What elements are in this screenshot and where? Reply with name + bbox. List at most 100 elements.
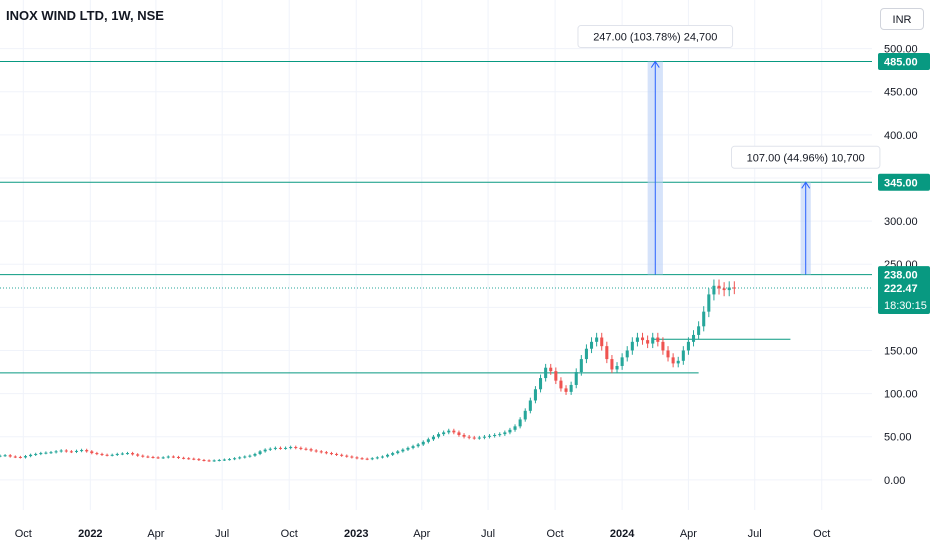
candle-body: [238, 457, 242, 459]
candle-body: [431, 436, 435, 440]
candle-body: [539, 378, 543, 390]
candle-body: [508, 429, 512, 433]
x-tick-label: Apr: [680, 528, 697, 540]
candle-body: [85, 450, 89, 452]
candle-body: [284, 447, 288, 449]
candle-body: [166, 456, 170, 458]
candle-body: [136, 454, 140, 456]
candle-body: [187, 458, 191, 460]
candle-body: [651, 337, 655, 344]
candle-body: [559, 380, 563, 389]
candle-body: [503, 432, 507, 435]
candle-body: [666, 350, 670, 358]
price-tag-label: 345.00: [884, 177, 918, 189]
y-tick-label: 150.00: [884, 345, 918, 357]
x-tick-label: Oct: [813, 528, 830, 540]
candle-body: [217, 459, 221, 461]
candle-body: [727, 287, 731, 291]
price-tag: [878, 279, 930, 314]
candle-body: [513, 426, 517, 430]
candle-body: [212, 460, 216, 462]
measure-label: 107.00 (44.96%) 10,700: [747, 152, 865, 164]
candle-body: [442, 432, 446, 435]
candle-body: [39, 453, 43, 455]
measure-arrow-head: [801, 181, 811, 189]
candle-body: [13, 456, 17, 458]
candle-body: [421, 441, 425, 445]
candle-body: [717, 285, 721, 289]
horizontal-levels: [0, 61, 872, 374]
candle-body: [518, 419, 522, 427]
candle-body: [227, 459, 232, 461]
candle-body: [182, 457, 186, 459]
currency-button[interactable]: INR: [880, 8, 924, 30]
candle-body: [544, 367, 548, 379]
x-tick-label: Oct: [547, 528, 564, 540]
candle-body: [294, 447, 298, 449]
candle-body: [207, 460, 211, 462]
x-tick-label: Jul: [481, 528, 495, 540]
candle-body: [472, 437, 476, 439]
price-tag-label: 485.00: [884, 57, 918, 69]
candle-body: [202, 459, 206, 461]
candle-body: [375, 457, 379, 459]
candle-body: [416, 444, 420, 447]
candle-body: [3, 455, 7, 457]
x-tick-label: 2024: [610, 528, 635, 540]
candle-body: [549, 367, 553, 372]
candle-body: [34, 453, 38, 455]
candle-body: [702, 311, 706, 327]
candle-body: [151, 456, 155, 458]
candle-body: [289, 447, 293, 449]
candle-body: [401, 449, 405, 452]
candle-body: [23, 456, 28, 458]
candle-body: [299, 447, 303, 449]
candle-body: [263, 449, 267, 452]
candle-body: [233, 458, 237, 460]
candle-body: [707, 294, 711, 312]
measure-tools[interactable]: 247.00 (103.78%) 24,700 107.00 (44.96%) 1…: [577, 25, 881, 275]
candle-body: [125, 453, 130, 455]
x-tick-label: Apr: [147, 528, 164, 540]
x-tick-label: Oct: [281, 528, 298, 540]
countdown-label: 18:30:15: [884, 300, 927, 312]
time-axis[interactable]: Oct 2022 Apr Jul Oct 2023 Apr Jul Oct 2024 Apr Jul O…: [15, 528, 831, 540]
candle-body: [625, 350, 629, 358]
candle-body: [268, 448, 272, 450]
candle-body: [457, 432, 461, 435]
candle-body: [528, 400, 532, 411]
candle-body: [488, 435, 492, 437]
candle-body: [248, 455, 252, 457]
candle-body: [365, 458, 369, 460]
price-tag: [878, 266, 930, 284]
candle-body: [131, 453, 135, 455]
x-tick-label: 2023: [344, 528, 368, 540]
candle-body: [676, 360, 680, 364]
candle-body: [0, 455, 2, 457]
candle-body: [304, 448, 308, 450]
candle-body: [329, 453, 333, 455]
candle-body: [100, 453, 104, 455]
x-tick-label: Oct: [15, 528, 32, 540]
candle-body: [141, 455, 145, 457]
candle-body: [661, 341, 665, 351]
candle-body: [712, 285, 716, 295]
candle-body: [620, 357, 624, 366]
candle-body: [105, 454, 109, 456]
price-tag: [878, 173, 930, 191]
candle-body: [564, 388, 568, 392]
candle-body: [396, 451, 400, 454]
candle-body: [324, 452, 328, 454]
candle-body: [584, 348, 588, 360]
candle-body: [171, 456, 175, 458]
candle-body: [360, 458, 364, 460]
candle-body: [482, 436, 486, 438]
candle-body: [335, 453, 339, 455]
candle-body: [523, 410, 527, 420]
candle-body: [656, 337, 660, 342]
candle-body: [630, 341, 634, 351]
candle-body: [646, 340, 650, 344]
price-axis[interactable]: 0.0050.00100.00150.00200.00250.00300.003…: [884, 44, 918, 487]
